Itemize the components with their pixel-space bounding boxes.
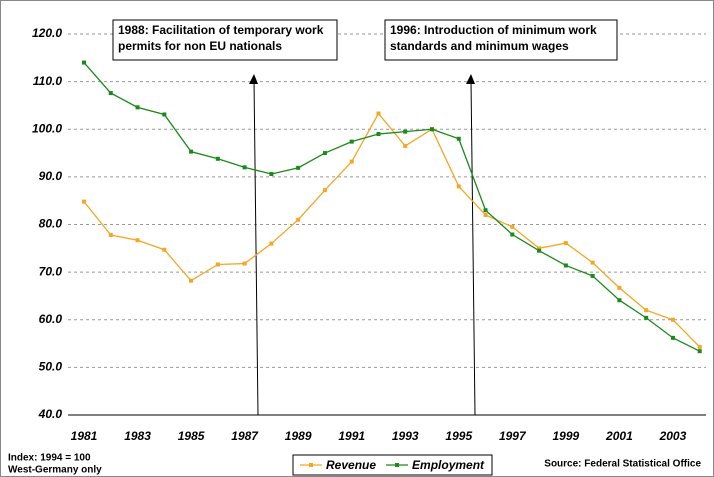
marker: [697, 349, 702, 354]
marker: [617, 285, 622, 290]
marker: [563, 241, 568, 246]
marker: [82, 199, 86, 204]
x-tick-label: 1985: [178, 429, 205, 443]
y-tick-label: 90.0: [39, 169, 63, 183]
annotation-box: [384, 19, 618, 61]
marker: [215, 156, 220, 161]
x-tick-label: 2001: [605, 429, 633, 443]
source: Source: Federal Statistical Office: [544, 459, 701, 470]
marker: [483, 208, 488, 213]
x-tick-label: 2003: [659, 429, 687, 443]
annotation-arrow: [253, 79, 259, 416]
series-line: [83, 112, 701, 348]
marker: [242, 261, 247, 266]
y-tick-label: 60.0: [39, 312, 63, 326]
note: West-Germany only: [8, 465, 102, 476]
arrow-head: [466, 74, 475, 84]
x-tick-label: 1981: [71, 429, 98, 443]
marker: [644, 315, 649, 320]
y-tick-label: 50.0: [39, 360, 63, 374]
y-tick-label: 120.0: [32, 26, 62, 40]
marker: [670, 317, 675, 322]
marker: [322, 151, 327, 156]
x-tick-label: 1997: [499, 429, 527, 443]
marker: [349, 139, 354, 144]
marker: [617, 298, 622, 303]
marker: [242, 165, 247, 170]
y-tick-label: 40.0: [38, 407, 63, 421]
marker: [590, 273, 595, 278]
y-tick-label: 80.0: [39, 217, 63, 231]
x-tick-label: 1991: [338, 429, 365, 443]
marker: [483, 212, 488, 217]
y-tick-label: 70.0: [39, 264, 63, 278]
marker: [269, 241, 274, 246]
marker: [697, 344, 702, 349]
arrow-head: [249, 74, 258, 84]
marker: [510, 232, 515, 237]
marker: [563, 263, 568, 268]
marker: [162, 247, 167, 252]
marker: [108, 91, 113, 96]
legend-label: Revenue: [326, 458, 376, 472]
annotation-text: 1996: Introduction of minimum work: [390, 23, 597, 37]
marker: [590, 260, 595, 265]
annotation-text: 1988: Facilitation of temporary work: [118, 23, 324, 37]
marker: [644, 308, 649, 313]
marker: [269, 172, 274, 177]
annotation-text: standards and minimum wages: [390, 39, 569, 53]
marker: [537, 246, 542, 251]
marker: [296, 217, 301, 222]
marker: [189, 278, 194, 283]
x-tick-label: 1999: [553, 429, 580, 443]
marker: [82, 60, 86, 65]
marker: [162, 112, 167, 117]
x-tick-label: 1989: [285, 429, 312, 443]
marker: [403, 129, 408, 134]
x-tick-label: 1987: [231, 429, 259, 443]
marker: [403, 143, 408, 148]
series-line: [83, 62, 700, 352]
marker: [135, 238, 140, 243]
note: Index: 1994 = 100: [8, 453, 91, 464]
y-tick-label: 110.0: [33, 74, 62, 88]
legend-marker: [395, 463, 400, 467]
marker: [215, 262, 220, 267]
y-tick-label: 100.0: [32, 121, 62, 135]
marker: [189, 149, 194, 154]
marker: [456, 184, 461, 189]
x-tick-label: 1995: [445, 429, 472, 443]
x-tick-label: 1983: [124, 429, 151, 443]
marker: [349, 159, 354, 164]
annotation-arrow: [470, 79, 476, 416]
legend-marker: [309, 463, 313, 467]
marker: [456, 136, 461, 141]
marker: [135, 105, 140, 110]
marker: [376, 111, 381, 116]
marker: [670, 335, 675, 340]
marker: [322, 188, 327, 193]
annotation-text: permits for non EU nationals: [118, 39, 282, 53]
marker: [510, 224, 515, 229]
legend-label: Employment: [412, 458, 485, 472]
marker: [430, 127, 435, 132]
marker: [376, 132, 381, 137]
annotation-box: [112, 19, 338, 61]
marker: [108, 232, 113, 237]
marker: [296, 165, 301, 170]
marker: [537, 248, 542, 253]
x-tick-label: 1993: [392, 429, 419, 443]
